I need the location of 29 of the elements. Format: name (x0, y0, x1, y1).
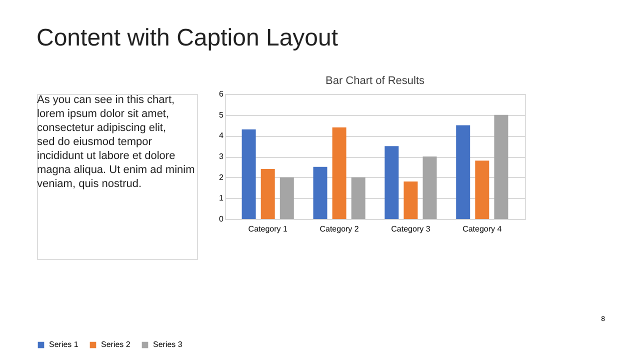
bar (456, 125, 470, 219)
bar (280, 177, 294, 219)
bar (332, 127, 346, 219)
y-tick-label: 5 (219, 110, 224, 120)
y-tick-label: 3 (219, 152, 224, 161)
x-tick-label: Category 1 (248, 224, 288, 234)
x-tick-label: Category 3 (391, 224, 431, 234)
legend-label: Series 3 (153, 340, 183, 349)
bar (384, 146, 399, 219)
bar (260, 169, 275, 219)
bar (351, 177, 366, 219)
bar (475, 160, 490, 219)
bar (242, 129, 256, 219)
y-tick-label: 0 (219, 214, 224, 224)
text: Content with Caption Layout (36, 24, 338, 52)
text: As you can see in this chart, lorem ipsum dolor sit amet, consectetur adipiscing elit, sed do eiusmod tempor incididunt ut labore et dolore magna aliqua. Ut enim ad minim veniam, quis nostrud. (37, 94, 195, 190)
bar (494, 114, 508, 219)
y-tick-label: 4 (219, 131, 224, 140)
bar (313, 166, 328, 219)
x-tick-label: Category 4 (462, 224, 502, 234)
chart-title: Bar Chart of Results (325, 75, 426, 87)
legend-label: Series 2 (101, 340, 131, 349)
legend-label: Series 1 (49, 340, 79, 349)
x-tick-label: Category 2 (320, 224, 360, 234)
y-tick-label: 1 (219, 194, 224, 203)
bar (422, 156, 437, 219)
bar (404, 182, 418, 219)
y-tick-label: 2 (219, 172, 224, 182)
y-tick-label: 6 (219, 90, 224, 98)
